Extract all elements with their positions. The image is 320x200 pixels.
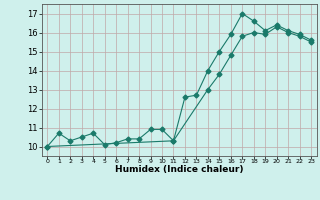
X-axis label: Humidex (Indice chaleur): Humidex (Indice chaleur) [115, 165, 244, 174]
